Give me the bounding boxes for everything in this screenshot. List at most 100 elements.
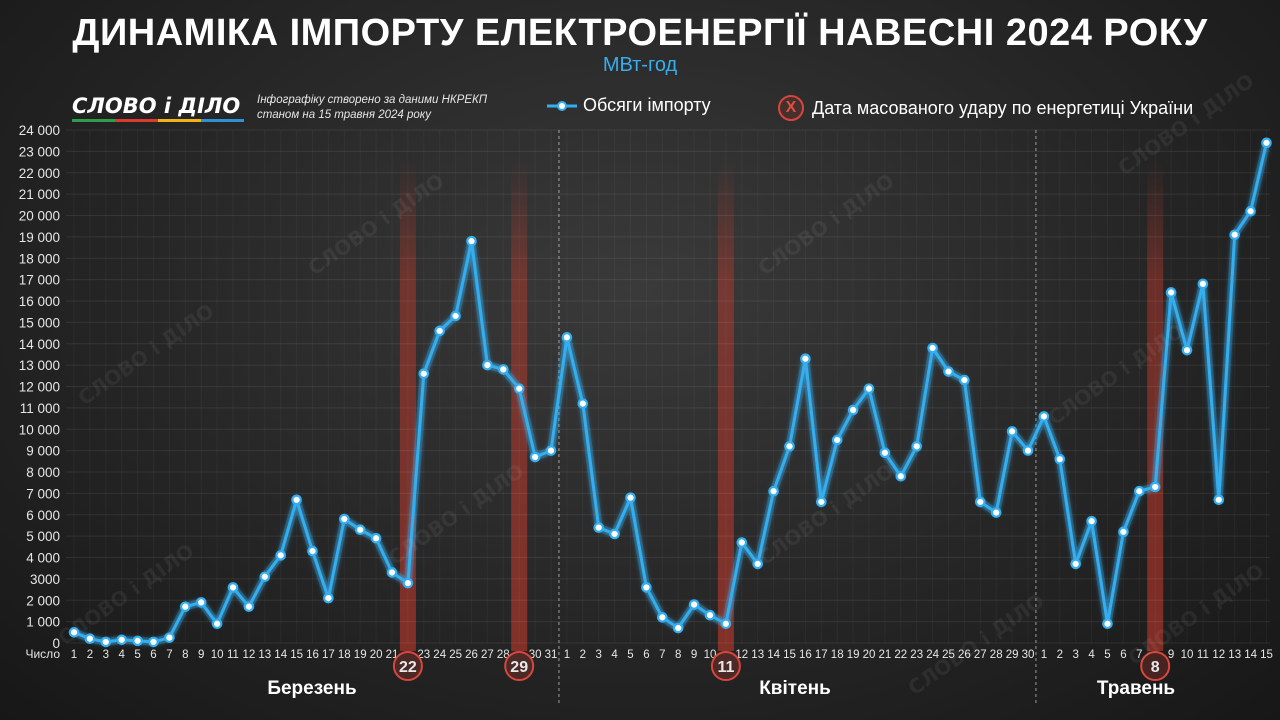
data-point [1261, 137, 1272, 149]
data-point [672, 622, 684, 634]
series-line [73, 142, 1268, 644]
data-point [561, 332, 573, 343]
x-tick-label: 16 [799, 649, 812, 661]
x-tick-label: 9 [1168, 649, 1174, 661]
data-point [1134, 485, 1145, 497]
y-tick-label: 13 000 [19, 358, 60, 373]
x-tick-label: 22 [894, 649, 907, 661]
data-point [1070, 558, 1081, 570]
page-title: ДИНАМІКА ІМПОРТУ ЕЛЕКТРОЕНЕРГІЇ НАВЕСНІ … [72, 12, 1208, 54]
data-point [1054, 453, 1066, 465]
x-tick-label: 26 [465, 649, 478, 661]
x-tick-label: 5 [134, 649, 140, 661]
month-label: Березень [267, 678, 356, 699]
data-point [497, 364, 509, 375]
data-point [323, 592, 334, 604]
x-tick-label: 7 [1136, 649, 1142, 661]
data-point [116, 634, 127, 646]
data-point [959, 374, 970, 386]
x-tick-label: 8 [182, 649, 188, 661]
data-point [577, 398, 589, 409]
data-point [68, 627, 80, 638]
data-point [1181, 344, 1193, 356]
data-point [307, 545, 318, 557]
x-tick-label: 14 [767, 649, 780, 661]
x-tick-label: 6 [643, 649, 649, 661]
data-point [1022, 445, 1034, 456]
x-tick-label: 24 [433, 649, 446, 661]
x-tick-label: 23 [910, 649, 923, 661]
y-tick-label: 16 000 [19, 294, 60, 309]
data-point [227, 582, 239, 593]
x-tick-label: 2 [87, 649, 93, 661]
strike-band [511, 160, 528, 651]
strike-x-icon: X [778, 95, 804, 121]
y-tick-label: 4 000 [26, 551, 60, 566]
x-tick-label: 19 [354, 649, 367, 661]
data-point [895, 470, 907, 482]
x-tick-label: 15 [290, 649, 303, 661]
x-tick-label: 28 [990, 649, 1003, 661]
data-point [1197, 278, 1209, 290]
x-tick-label: 31 [545, 649, 558, 661]
watermark-text: СЛОВО і ДІЛО [1113, 68, 1258, 180]
data-point [529, 451, 541, 463]
data-point [1038, 411, 1050, 422]
x-tick-label: 29 [1006, 649, 1019, 661]
data-point [704, 609, 716, 621]
y-tick-label: 12 000 [19, 380, 60, 395]
y-tick-label: 22 000 [19, 166, 60, 181]
data-point [974, 496, 986, 508]
x-tick-label: 13 [1228, 649, 1241, 661]
x-tick-label: 12 [243, 649, 256, 661]
data-point [609, 528, 620, 540]
x-tick-label: 3 [1072, 649, 1078, 661]
x-tick-label: 20 [370, 649, 383, 661]
brand-logo: СЛОВО і ДІЛО [72, 94, 244, 122]
y-tick-label: 10 000 [19, 422, 60, 437]
x-tick-label: 7 [166, 649, 172, 661]
y-tick-label: 14 000 [19, 337, 60, 352]
data-point [879, 447, 891, 459]
x-tick-label: 27 [974, 649, 987, 661]
x-tick-label: 9 [691, 649, 697, 661]
y-tick-label: 24 000 [19, 123, 60, 138]
data-point [195, 597, 207, 608]
y-tick-label: 6 000 [26, 508, 60, 523]
x-tick-label: 25 [449, 649, 462, 661]
strike-date-badge [710, 651, 741, 681]
legend-strike: X Дата масованого удару по енергетиці Ук… [778, 95, 1193, 121]
data-point [847, 404, 859, 416]
data-point [164, 632, 175, 643]
x-tick-label: 4 [118, 649, 125, 661]
x-tick-label: 16 [306, 649, 319, 661]
data-point [1213, 494, 1225, 506]
x-tick-label: 11 [227, 649, 239, 661]
source-line-1: Інфографіку створено за даними НКРЕКП [257, 94, 488, 106]
data-point [641, 582, 652, 593]
y-tick-label: 21 000 [19, 187, 60, 202]
data-point [768, 485, 779, 497]
x-tick-label: 11 [1197, 649, 1209, 661]
y-tick-label: 11 000 [20, 401, 60, 416]
data-point [338, 513, 350, 525]
data-point [815, 496, 827, 508]
y-tick-label: 23 000 [19, 144, 60, 159]
watermark-text: СЛОВО і ДІЛО [73, 298, 218, 410]
data-point [513, 383, 525, 394]
data-point [466, 235, 477, 247]
x-tick-label: 30 [1022, 649, 1035, 661]
data-point [84, 633, 96, 645]
y-tick-label: 3000 [30, 572, 60, 587]
x-tick-label: 13 [258, 649, 271, 661]
data-point [482, 359, 493, 371]
data-point [148, 636, 159, 648]
x-tick-label: 8 [675, 649, 681, 661]
logo-stripe [72, 119, 244, 122]
strike-date-badge [1140, 651, 1171, 681]
legend-series: Обсяги імпорту [545, 95, 711, 116]
data-point [402, 577, 414, 589]
data-point [450, 310, 461, 322]
x-tick-label: 21 [879, 649, 892, 661]
data-point [800, 353, 811, 365]
